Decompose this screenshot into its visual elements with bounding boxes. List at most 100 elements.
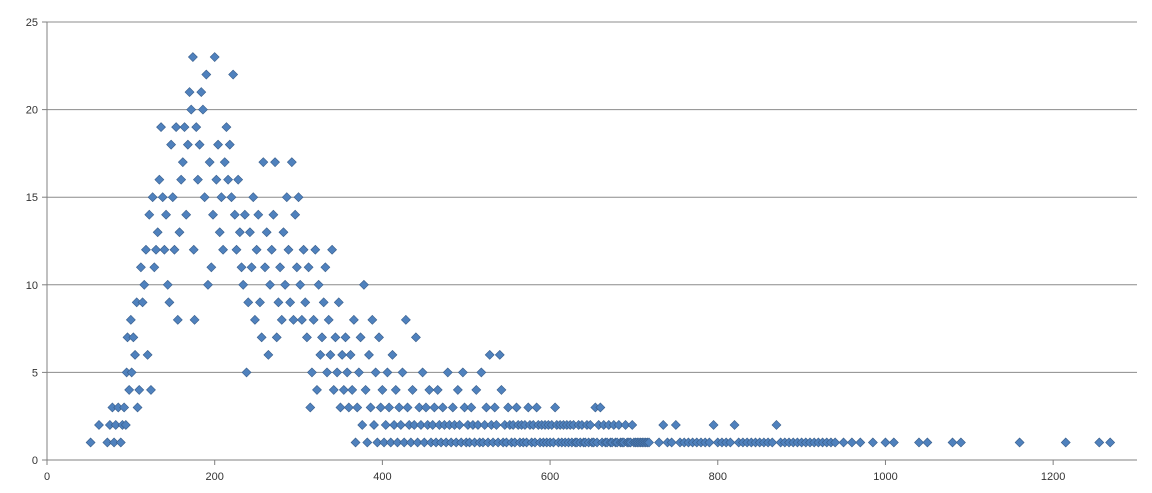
data-point: [384, 402, 395, 413]
data-point: [233, 174, 244, 185]
data-point: [385, 437, 396, 448]
data-point: [301, 332, 312, 343]
data-point: [830, 437, 841, 448]
data-point: [725, 437, 736, 448]
data-point: [394, 402, 405, 413]
data-point: [767, 437, 778, 448]
data-point: [658, 420, 669, 430]
data-point: [323, 314, 334, 325]
data-point: [654, 437, 665, 448]
data-point: [253, 209, 264, 220]
y-tick-label: 10: [26, 280, 38, 292]
data-point: [221, 122, 232, 133]
data-point: [224, 139, 235, 150]
data-point: [382, 367, 393, 378]
data-point: [503, 402, 514, 413]
data-point: [442, 367, 453, 378]
y-tick-label: 25: [26, 17, 38, 29]
data-point: [186, 104, 197, 115]
data-point: [293, 192, 304, 203]
data-point: [417, 367, 428, 378]
data-point: [141, 244, 151, 255]
data-point: [189, 314, 200, 325]
data-point: [416, 420, 426, 430]
data-point: [223, 174, 234, 185]
data-point: [347, 384, 358, 395]
data-point: [156, 122, 166, 133]
data-point: [947, 437, 958, 448]
data-point: [627, 420, 638, 430]
data-point: [124, 384, 135, 395]
data-point: [644, 437, 654, 448]
data-point: [484, 349, 495, 360]
data-point: [914, 437, 924, 448]
data-point: [276, 314, 287, 325]
data-point: [466, 402, 477, 413]
data-point: [270, 157, 280, 168]
data-point: [771, 420, 782, 430]
data-point: [243, 297, 254, 308]
data-point: [109, 437, 120, 448]
data-point: [151, 244, 161, 255]
data-point: [194, 139, 205, 150]
data-point: [102, 437, 113, 448]
data-point: [550, 402, 561, 413]
data-point: [204, 157, 215, 168]
data-point: [213, 139, 223, 150]
data-point: [1105, 437, 1116, 448]
data-point: [157, 192, 168, 203]
x-tick-label: 400: [373, 471, 391, 483]
data-point: [955, 437, 966, 448]
data-point: [146, 384, 156, 395]
data-point: [147, 192, 158, 203]
data-point: [838, 437, 849, 448]
x-tick-label: 800: [709, 471, 727, 483]
data-point: [424, 384, 435, 395]
data-point: [164, 297, 175, 308]
data-point: [303, 262, 314, 273]
data-point: [191, 122, 202, 133]
data-point: [176, 174, 187, 185]
data-point: [172, 314, 183, 325]
data-point: [397, 367, 408, 378]
data-point: [370, 367, 381, 378]
data-point: [179, 122, 190, 133]
data-point: [405, 437, 416, 448]
data-point: [244, 227, 255, 238]
data-point: [1060, 437, 1071, 448]
data-point: [367, 314, 378, 325]
axes: [42, 21, 1137, 465]
data-point: [447, 402, 458, 413]
data-point: [400, 314, 411, 325]
data-point: [201, 69, 212, 80]
data-point: [459, 402, 470, 413]
data-point: [325, 349, 336, 360]
data-point: [365, 402, 376, 413]
data-point: [188, 244, 199, 255]
data-point: [407, 384, 418, 395]
data-point: [255, 297, 265, 308]
data-point: [357, 420, 368, 430]
data-point: [199, 192, 210, 203]
data-point: [318, 297, 329, 308]
data-point: [238, 279, 249, 290]
data-point: [880, 437, 891, 448]
data-point: [374, 332, 384, 343]
data-point: [208, 209, 218, 220]
data-point: [377, 384, 388, 395]
data-point: [184, 87, 195, 98]
y-tick-label: 0: [32, 455, 38, 467]
data-point: [322, 367, 332, 378]
data-point: [265, 279, 275, 290]
data-point: [511, 402, 522, 413]
data-points: [85, 52, 1116, 448]
data-point: [216, 192, 227, 203]
data-point: [229, 209, 240, 220]
data-point: [313, 279, 324, 290]
data-point: [531, 402, 542, 413]
x-tick-label: 200: [206, 471, 224, 483]
x-tick-label: 1200: [1041, 471, 1065, 483]
data-point: [187, 52, 198, 62]
data-point: [496, 384, 507, 395]
